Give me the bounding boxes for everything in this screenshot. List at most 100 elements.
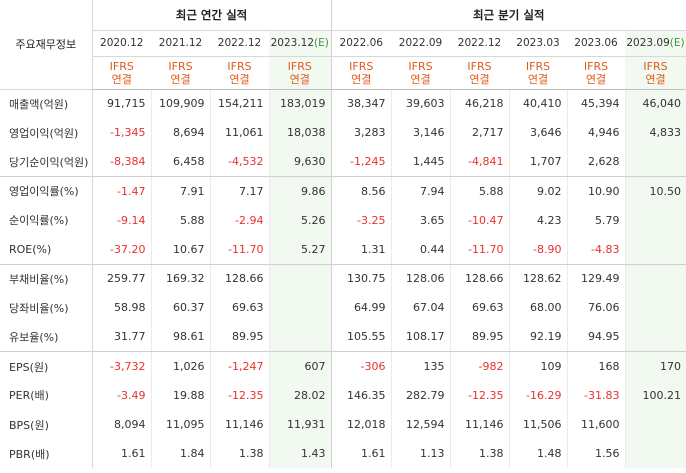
- accounting-basis: IFRS 연결: [567, 56, 625, 90]
- basis-line1: IFRS: [349, 59, 374, 73]
- basis-line2: 연결: [585, 72, 607, 86]
- value-cell: 8,694: [150, 118, 210, 148]
- table-row: 순이익률(%) -9.14 5.88 -2.94 5.26 -3.25 3.65 -10.47…: [0, 205, 686, 235]
- basis-line1: IFRS: [227, 59, 252, 73]
- row-label[interactable]: ROE(%): [0, 234, 93, 265]
- row-label[interactable]: 부채비율(%): [0, 264, 93, 294]
- value-cell: 1,707: [508, 147, 567, 178]
- value-cell: -3.25: [330, 205, 391, 235]
- value-cell: -10.47: [449, 205, 509, 235]
- value-cell: 130.75: [330, 264, 391, 294]
- value-cell: 19.88: [150, 380, 210, 411]
- value-cell: 8.56: [330, 176, 391, 206]
- value-cell: -1.47: [91, 176, 151, 206]
- basis-line1: IFRS: [408, 59, 433, 73]
- value-cell: 94.95: [566, 322, 625, 353]
- value-cell: 282.79: [390, 380, 450, 411]
- row-label[interactable]: PBR(배): [0, 439, 93, 469]
- row-label[interactable]: 유보율(%): [0, 322, 93, 353]
- basis-line1: IFRS: [109, 59, 134, 73]
- value-cell: 1.38: [449, 439, 509, 469]
- period-date-text: 2023.03: [516, 37, 560, 49]
- value-cell: -1,245: [330, 147, 391, 178]
- value-cell: 92.19: [508, 322, 567, 353]
- row-label[interactable]: 영업이익(억원): [0, 118, 93, 148]
- basis-line2: 연결: [410, 72, 431, 86]
- value-cell: 7.91: [150, 176, 210, 206]
- value-cell: 11,600: [566, 410, 625, 440]
- value-cell: 5.27: [268, 234, 331, 265]
- value-cell: -9.14: [91, 205, 151, 235]
- value-cell: -1,247: [209, 351, 269, 381]
- value-cell: -3.49: [91, 380, 151, 411]
- quarterly-header: 최근 분기 실적: [330, 0, 686, 31]
- row-label[interactable]: 당기순이익(억원): [0, 147, 93, 178]
- value-cell: 1.48: [508, 439, 567, 469]
- value-cell: 1.61: [330, 439, 391, 469]
- row-label[interactable]: PER(배): [0, 380, 93, 411]
- value-cell: 46,218: [449, 89, 509, 119]
- value-cell: 4,946: [566, 118, 625, 148]
- period-date-text: 2021.12: [158, 37, 203, 49]
- value-cell: 1.56: [566, 439, 625, 469]
- basis-line2: 연결: [469, 72, 490, 86]
- value-cell: 108.17: [390, 322, 450, 353]
- value-cell: -8,384: [91, 147, 151, 178]
- period-date-text: 2022.09: [398, 37, 443, 49]
- value-cell: 67.04: [390, 293, 450, 323]
- value-cell: 9,630: [268, 147, 331, 178]
- row-label[interactable]: BPS(원): [0, 410, 93, 440]
- value-cell: 11,506: [508, 410, 567, 440]
- table-row: 당기순이익(억원) -8,384 6,458 -4,532 9,630 -1,245 1,4…: [0, 147, 686, 178]
- value-cell: -3,732: [91, 351, 151, 381]
- value-cell: 11,146: [209, 410, 269, 440]
- row-label[interactable]: 순이익률(%): [0, 205, 93, 235]
- value-cell: 1.31: [330, 234, 391, 265]
- value-cell: 7.17: [209, 176, 269, 206]
- value-cell: -8.90: [508, 234, 567, 265]
- value-cell: 45,394: [566, 89, 625, 119]
- value-cell: -982: [449, 351, 509, 381]
- row-label[interactable]: 당좌비율(%): [0, 293, 93, 323]
- value-cell: 3,646: [508, 118, 567, 148]
- period-date-text: 2020.12: [100, 37, 144, 49]
- row-label[interactable]: 영업이익률(%): [0, 176, 93, 206]
- basis-line2: 연결: [645, 72, 666, 86]
- value-cell: 4.23: [508, 205, 567, 235]
- period-date: 2020.12: [92, 30, 151, 57]
- basis-line1: IFRS: [643, 59, 668, 73]
- value-cell: -11.70: [209, 234, 269, 265]
- value-cell: 8,094: [91, 410, 151, 440]
- value-cell: 2,717: [449, 118, 509, 148]
- table-row: PBR(배) 1.61 1.84 1.38 1.43 1.61 1.13 1.38 1.48 1.…: [0, 439, 686, 469]
- value-cell: 1.13: [390, 439, 450, 469]
- value-cell: 9.02: [508, 176, 567, 206]
- value-cell: 11,931: [268, 410, 331, 440]
- value-cell: -306: [330, 351, 391, 381]
- value-cell: 135: [390, 351, 450, 381]
- value-cell: 3.65: [390, 205, 450, 235]
- value-cell: 11,095: [150, 410, 210, 440]
- value-cell: 168: [566, 351, 625, 381]
- period-date: 2022.06: [330, 30, 391, 57]
- value-cell: [624, 147, 686, 178]
- value-cell: 129.49: [566, 264, 625, 294]
- value-cell: 64.99: [330, 293, 391, 323]
- row-label[interactable]: 매출액(억원): [0, 89, 93, 119]
- row-label[interactable]: EPS(원): [0, 351, 93, 381]
- value-cell: -2.94: [209, 205, 269, 235]
- value-cell: [268, 293, 331, 323]
- value-cell: 98.61: [150, 322, 210, 353]
- table-row: 매출액(억원) 91,715 109,909 154,211 183,019 38,347…: [0, 89, 686, 119]
- value-cell: [624, 322, 686, 353]
- value-cell: 607: [268, 351, 331, 381]
- basis-line2: 연결: [527, 72, 549, 86]
- annual-header: 최근 연간 실적: [92, 0, 331, 31]
- value-cell: 3,146: [390, 118, 450, 148]
- value-cell: 1,445: [390, 147, 450, 178]
- value-cell: -4.83: [566, 234, 625, 265]
- value-cell: 69.63: [449, 293, 509, 323]
- value-cell: -4,532: [209, 147, 269, 178]
- value-cell: 12,594: [390, 410, 450, 440]
- basis-line1: IFRS: [467, 59, 492, 73]
